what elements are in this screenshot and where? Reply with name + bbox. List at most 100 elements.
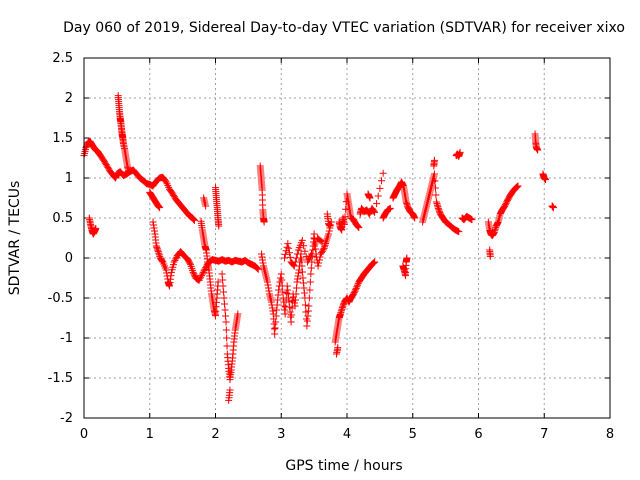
data-point	[222, 326, 230, 334]
data-point	[314, 262, 322, 270]
data-point	[272, 318, 280, 326]
data-point	[305, 302, 313, 310]
y-tick-label: -1.5	[48, 371, 73, 386]
data-point	[298, 262, 306, 270]
y-tick-label: -0.5	[48, 291, 73, 306]
data-point	[158, 257, 166, 265]
data-point	[513, 183, 521, 191]
data-point	[278, 276, 286, 284]
data-point	[222, 312, 230, 320]
data-point	[161, 177, 169, 185]
data-point	[326, 222, 334, 230]
x-tick-label: 3	[277, 427, 285, 442]
data-point	[170, 258, 178, 266]
data-point	[456, 148, 464, 156]
data-point	[307, 270, 315, 278]
y-tick-label: 1	[65, 171, 73, 186]
data-point	[373, 200, 381, 208]
y-tick-label: -2	[60, 411, 73, 426]
data-point	[316, 253, 324, 261]
data-point	[307, 250, 315, 258]
data-point	[455, 228, 463, 236]
y-tick-label: 1.5	[52, 131, 73, 146]
data-point	[222, 318, 230, 326]
data-point	[202, 202, 210, 210]
data-point	[196, 275, 204, 283]
data-point	[376, 184, 384, 192]
data-point	[340, 220, 348, 228]
data-point	[125, 168, 133, 176]
data-point	[200, 267, 208, 275]
chart-title: Day 060 of 2019, Sidereal Day-to-day VTE…	[63, 20, 625, 36]
data-point	[254, 265, 262, 273]
data-point	[431, 184, 439, 192]
data-point	[319, 246, 327, 254]
data-point	[370, 207, 378, 215]
axis-ticks: 0 1 2 3 4 5 6 7 8 2.5 2 1.5 1 0.5 0 -0.5 -1 -1.5 -2	[48, 51, 615, 442]
data-point	[286, 253, 294, 261]
grid-lines	[84, 58, 610, 418]
data-point	[221, 306, 229, 314]
data-point	[260, 218, 268, 226]
data-point	[307, 264, 315, 272]
data-point	[315, 259, 323, 267]
data-point	[292, 290, 300, 298]
x-tick-label: 7	[540, 427, 548, 442]
data-point	[271, 330, 279, 338]
data-point	[411, 214, 419, 222]
data-point	[366, 194, 374, 202]
data-point	[352, 284, 360, 292]
data-point	[218, 270, 226, 278]
data-point	[272, 312, 280, 320]
data-point	[281, 250, 289, 258]
x-tick-label: 8	[606, 427, 614, 442]
data-point	[341, 213, 349, 221]
data-point	[223, 334, 231, 342]
data-point	[219, 282, 227, 290]
data-point	[162, 178, 170, 186]
y-tick-label: -1	[60, 331, 73, 346]
data-point	[430, 170, 438, 178]
data-point	[534, 146, 542, 154]
data-point	[325, 230, 333, 238]
data-point	[301, 247, 309, 255]
x-tick-label: 5	[409, 427, 417, 442]
data-point	[283, 243, 291, 251]
data-point	[292, 296, 300, 304]
data-point	[287, 318, 295, 326]
data-point	[279, 288, 287, 296]
data-point	[293, 284, 301, 292]
data-point	[298, 268, 306, 276]
data-point	[156, 204, 164, 212]
data-point	[309, 246, 317, 254]
data-point	[214, 278, 222, 286]
data-point	[284, 240, 292, 248]
data-point	[277, 270, 285, 278]
data-point	[486, 252, 494, 260]
data-point	[354, 281, 362, 289]
data-points	[80, 92, 557, 404]
data-point	[342, 205, 350, 213]
data-point	[199, 268, 207, 276]
data-point	[223, 342, 231, 350]
data-point	[281, 254, 289, 262]
data-point	[306, 286, 314, 294]
data-point	[353, 283, 361, 291]
data-point	[221, 300, 229, 308]
data-point	[379, 169, 387, 177]
x-tick-label: 0	[80, 427, 88, 442]
data-point	[306, 278, 314, 286]
data-point	[291, 302, 299, 310]
data-point	[201, 265, 209, 273]
data-point	[334, 344, 342, 352]
data-point	[290, 262, 298, 270]
data-point	[291, 258, 299, 266]
data-point	[297, 256, 305, 264]
data-point	[352, 286, 360, 294]
data-point	[354, 223, 362, 231]
data-point	[386, 204, 394, 212]
y-tick-label: 2.5	[52, 51, 73, 66]
data-point	[318, 238, 326, 246]
data-point	[301, 301, 309, 309]
